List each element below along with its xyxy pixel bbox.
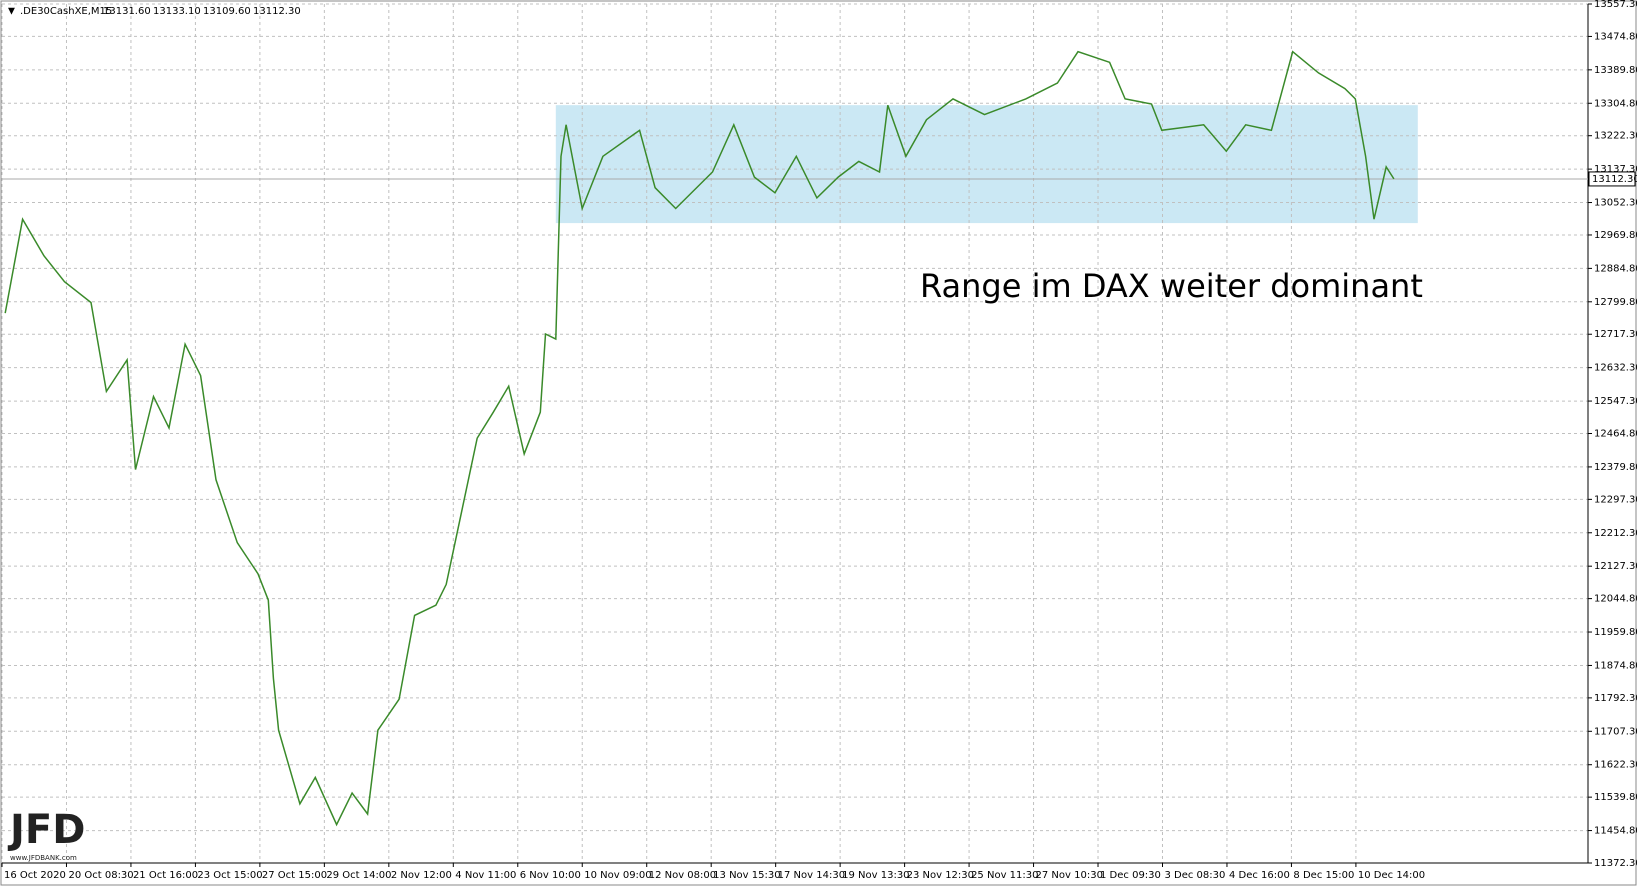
y-tick-label: 13304.80 (1594, 98, 1637, 109)
y-tick-label: 12547.30 (1594, 396, 1637, 407)
y-tick-label: 11874.80 (1594, 660, 1637, 671)
x-tick-label: 10 Nov 09:00 (584, 870, 651, 881)
x-tick-label: 19 Nov 13:30 (842, 870, 909, 881)
y-tick-label: 11792.30 (1594, 693, 1637, 704)
logo-url: www.JFDBANK.com (10, 854, 77, 862)
x-tick-label: 20 Oct 08:30 (68, 870, 133, 881)
last-price-box (1588, 171, 1636, 187)
x-tick-label: 17 Nov 14:30 (778, 870, 845, 881)
x-tick-label: 12 Nov 08:00 (649, 870, 716, 881)
y-tick-label: 13222.30 (1594, 131, 1637, 142)
x-tick-label: 21 Oct 16:00 (133, 870, 198, 881)
y-tick-label: 12717.30 (1594, 329, 1637, 340)
y-tick-label: 12379.80 (1594, 462, 1637, 473)
ohlc-value: 13109.60 (203, 6, 251, 17)
x-tick-label: 2 Nov 12:00 (391, 870, 452, 881)
y-tick-label: 12127.30 (1594, 561, 1637, 572)
y-tick-label: 13557.30 (1594, 0, 1637, 10)
y-tick-label: 11454.80 (1594, 826, 1637, 837)
y-tick-label: 12464.80 (1594, 429, 1637, 440)
y-tick-label: 13052.30 (1594, 198, 1637, 209)
y-tick-label: 12297.30 (1594, 494, 1637, 505)
y-tick-label: 12044.80 (1594, 594, 1637, 605)
x-tick-label: 1 Dec 09:30 (1100, 870, 1161, 881)
y-tick-label: 13474.80 (1594, 31, 1637, 42)
symbol: .DE30CashXE,M15 (20, 6, 112, 17)
x-tick-label: 4 Nov 11:00 (455, 870, 516, 881)
x-tick-label: 25 Nov 11:30 (971, 870, 1038, 881)
y-tick-label: 11707.30 (1594, 726, 1637, 737)
y-tick-label: 12212.30 (1594, 528, 1637, 539)
x-tick-label: 29 Oct 14:00 (326, 870, 391, 881)
y-tick-label: 11622.30 (1594, 760, 1637, 771)
x-tick-label: 3 Dec 08:30 (1164, 870, 1225, 881)
shaded-range (555, 105, 1418, 224)
x-tick-label: 16 Oct 2020 (4, 870, 66, 881)
y-tick-label: 12799.80 (1594, 297, 1637, 308)
logo: JFD (7, 807, 85, 853)
header: ▼ .DE30CashXE,M15 13131.60 13133.10 13109.… (8, 6, 301, 17)
price-line (4, 50, 1395, 827)
y-tick-label: 12632.30 (1594, 363, 1637, 374)
x-tick-label: 23 Oct 15:00 (197, 870, 262, 881)
y-tick-label: 12884.80 (1594, 263, 1637, 274)
ohlc-value: 13133.10 (153, 6, 201, 17)
ohlc-value: 13112.30 (253, 6, 301, 17)
x-tick-label: 23 Nov 12:30 (907, 870, 974, 881)
annotation: Range im DAX weiter dominant (920, 267, 1423, 305)
y-tick-label: 12969.80 (1594, 230, 1637, 241)
x-tick-label: 4 Dec 16:00 (1229, 870, 1290, 881)
y-tick-label: 13389.80 (1594, 65, 1637, 76)
y-tick-label: 11539.80 (1594, 792, 1637, 803)
ohlc-value: 13131.60 (103, 6, 151, 17)
y-tick-label: 11372.30 (1594, 858, 1637, 869)
x-tick-label: 10 Dec 14:00 (1358, 870, 1425, 881)
x-tick-label: 8 Dec 15:00 (1293, 870, 1354, 881)
y-tick-label: 11959.80 (1594, 627, 1637, 638)
x-tick-label: 27 Oct 15:00 (262, 870, 327, 881)
last-price-label: 13112.30 (1592, 174, 1637, 185)
x-tick-label: 27 Nov 10:30 (1036, 870, 1103, 881)
y-tick-label: 13137.30 (1594, 164, 1637, 175)
x-tick-label: 6 Nov 10:00 (520, 870, 581, 881)
x-tick-label: 13 Nov 15:30 (713, 870, 780, 881)
menu-arrow[interactable]: ▼ (8, 7, 15, 17)
